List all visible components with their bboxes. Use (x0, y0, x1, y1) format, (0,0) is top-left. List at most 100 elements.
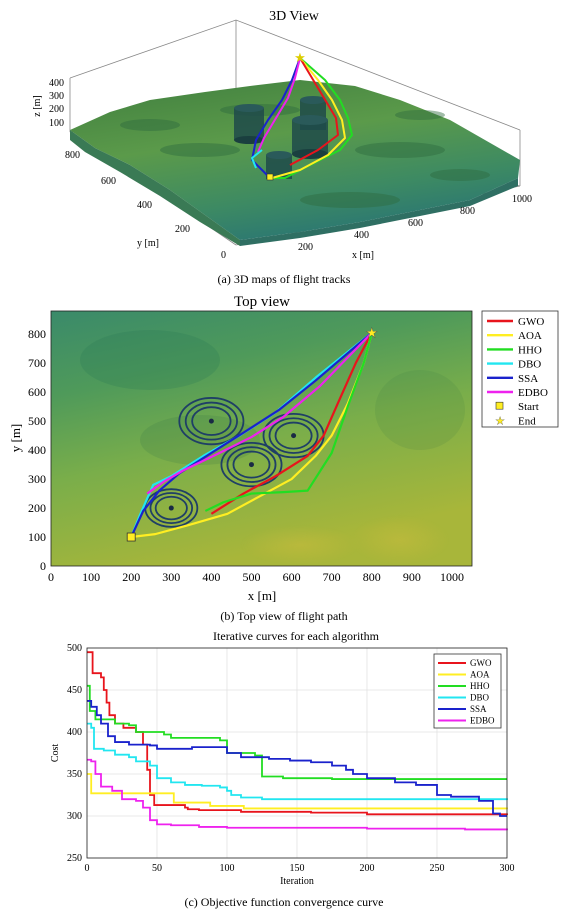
y-tick: 200 (175, 224, 190, 235)
threat-cylinders (234, 96, 328, 179)
y-tick: 500 (67, 643, 82, 654)
y-tick: 400 (67, 727, 82, 738)
legend-item-edbo: EDBO (487, 387, 548, 399)
y-tick: 800 (65, 150, 80, 161)
x-tick: 0 (85, 863, 90, 874)
start-marker (126, 532, 136, 542)
end-marker: ★ (365, 327, 378, 342)
threat-zone (178, 397, 245, 446)
z-tick: 400 (49, 78, 64, 89)
y-tick: 700 (28, 356, 46, 370)
chart-convergence: Iterative curves for each algorithm 0 50 1… (50, 629, 515, 887)
x-tick: 250 (430, 863, 445, 874)
x-axis-3d: 200 400 600 800 1000 x [m] (298, 194, 532, 261)
top-view-y-axis: 0 100 200 300 400 500 600 700 800 (28, 327, 46, 573)
x-tick: 50 (152, 863, 162, 874)
threat-ring (220, 441, 283, 488)
convergence-frame (86, 647, 508, 859)
legend-item-aoa: AOA (438, 670, 490, 680)
end-star-3d: ★ (294, 50, 306, 65)
x-axis-label-3d: x [m] (352, 250, 374, 261)
path-3d-dbo (251, 149, 263, 169)
caption-b: (b) Top view of flight path (220, 609, 348, 623)
legend-item-edbo: EDBO (438, 716, 495, 726)
threat-ring (154, 495, 188, 521)
terrain-left-edge (70, 130, 240, 246)
legend-box (433, 653, 502, 729)
legend-swatch (495, 401, 504, 410)
y-axis-label-3d: y [m] (137, 238, 159, 249)
x-tick: 100 (82, 570, 100, 584)
legend-label: SSA (518, 373, 538, 385)
top-view-plot-area: ★ (126, 327, 378, 542)
curve-aoa (87, 773, 508, 810)
y-tick: 200 (28, 501, 46, 515)
legend-label: DBO (470, 693, 490, 703)
top-view-xlabel: x [m] (248, 588, 277, 603)
legend-label: AOA (518, 330, 542, 342)
legend-box (481, 310, 559, 428)
legend-item-ssa: SSA (487, 373, 538, 385)
x-tick: 400 (354, 230, 369, 241)
path-dbo (130, 331, 373, 538)
3d-flight-paths (251, 57, 353, 179)
y-tick: 500 (28, 414, 46, 428)
z-tick: 100 (49, 118, 64, 129)
x-tick: 300 (500, 863, 515, 874)
y-tick: 600 (101, 176, 116, 187)
curve-edbo (87, 758, 508, 831)
x-tick: 1000 (512, 194, 532, 205)
y-tick: 600 (28, 385, 46, 399)
x-tick: 900 (403, 570, 421, 584)
z-axis-label: z [m] (32, 95, 43, 116)
top-view-ylabel: y [m] (8, 424, 23, 453)
caption-c: (c) Objective function convergence curve (184, 895, 384, 909)
y-tick: 400 (28, 443, 46, 457)
convergence-xlabel: Iteration (280, 876, 314, 887)
caption-a: (a) 3D maps of flight tracks (217, 272, 351, 286)
threat-zone (220, 441, 283, 488)
threat-center (168, 505, 174, 511)
y-tick: 100 (28, 530, 46, 544)
x-tick: 500 (242, 570, 260, 584)
terrain-texture (80, 330, 465, 565)
convergence-plot-area (87, 651, 508, 831)
z-tick: 300 (49, 91, 64, 102)
y-tick: 450 (67, 685, 82, 696)
legend-label: AOA (470, 670, 490, 680)
legend-item-hho: HHO (438, 681, 490, 691)
legend-item-aoa: AOA (487, 330, 542, 342)
threat-ring (274, 421, 313, 450)
panel-c-title: Iterative curves for each algorithm (213, 629, 380, 643)
top-view-frame (50, 310, 473, 567)
threat-ring (178, 397, 245, 446)
legend-item-dbo: DBO (438, 693, 490, 703)
path-edbo (146, 331, 373, 495)
legend-label: End (518, 415, 536, 427)
x-tick: 0 (48, 570, 54, 584)
legend-label: EDBO (518, 387, 548, 399)
x-tick: 800 (460, 206, 475, 217)
legend-item-gwo: GWO (438, 658, 492, 668)
threat-ring (191, 406, 232, 436)
start-square-3d (266, 173, 274, 181)
x-tick: 300 (162, 570, 180, 584)
path-ssa (130, 331, 373, 538)
threat-cylinder (234, 104, 264, 144)
x-tick: 150 (290, 863, 305, 874)
terrain-right-edge (240, 178, 518, 246)
curve-hho (87, 684, 507, 780)
y-tick: 300 (28, 472, 46, 486)
convergence-x-axis: 0 50 100 150 200 250 300 (85, 863, 515, 874)
y-tick: 0 (40, 559, 46, 573)
threat-ring (268, 417, 319, 454)
legend-label: EDBO (470, 716, 495, 726)
z-axis: 400 300 200 100 z [m] (32, 78, 64, 129)
convergence-y-axis: 500 450 400 350 300 250 (67, 643, 82, 864)
path-3d-hho (270, 57, 353, 179)
curve-dbo (87, 722, 508, 801)
threat-ring (226, 446, 277, 483)
x-tick: 800 (363, 570, 381, 584)
legend-label: SSA (470, 704, 487, 714)
